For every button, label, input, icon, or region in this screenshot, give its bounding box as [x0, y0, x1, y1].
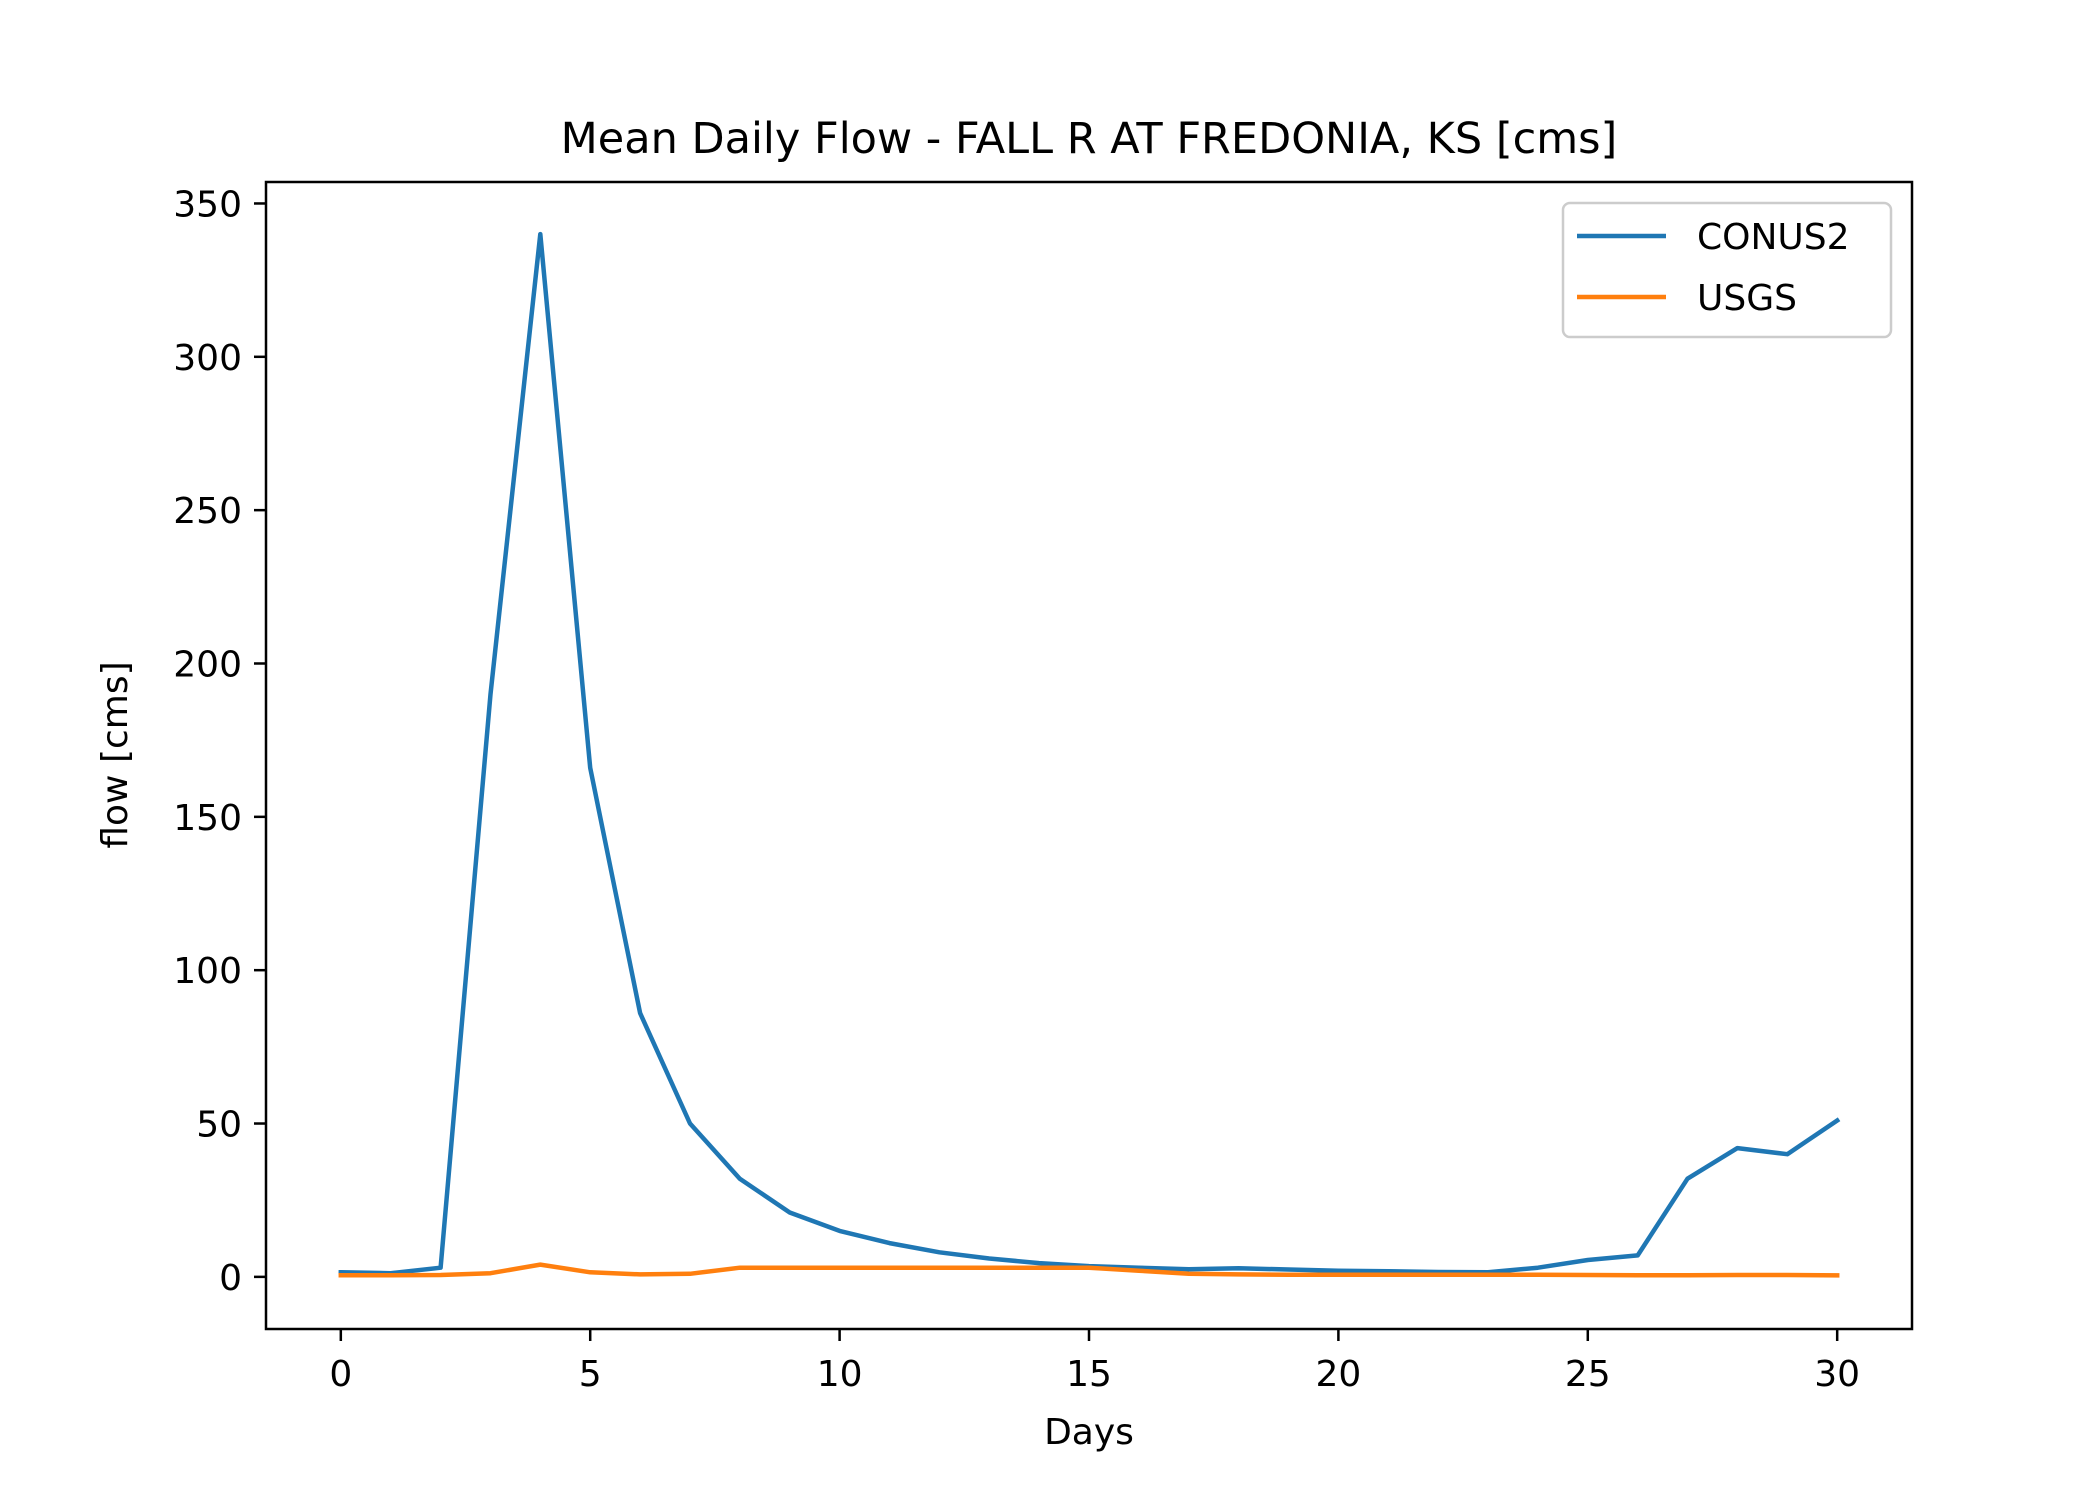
legend: CONUS2 USGS [1561, 201, 1893, 339]
y-tick-label: 100 [173, 951, 242, 992]
series-layer [338, 231, 1841, 1278]
x-tick-label: 10 [817, 1354, 863, 1395]
legend-label-conus2: CONUS2 [1697, 217, 1850, 258]
y-tick-label: 200 [173, 644, 242, 685]
y-tick-label: 350 [173, 184, 242, 225]
x-tick-label: 25 [1565, 1354, 1611, 1395]
y-axis-ticks: 0 50 100 150 200 250 300 350 [173, 184, 266, 1299]
y-tick-label: 300 [173, 338, 242, 379]
y-tick-label: 250 [173, 491, 242, 532]
y-tick-label: 50 [196, 1105, 242, 1146]
x-axis-ticks: 0 5 10 15 20 25 30 [329, 1329, 1860, 1395]
x-tick-label: 15 [1066, 1354, 1112, 1395]
legend-label-usgs: USGS [1697, 278, 1797, 319]
x-tick-label: 20 [1315, 1354, 1361, 1395]
plot-frame [264, 180, 1914, 1331]
x-axis-label: Days [1044, 1412, 1134, 1453]
x-tick-label: 30 [1814, 1354, 1860, 1395]
x-tick-label: 5 [579, 1354, 602, 1395]
chart-title: Mean Daily Flow - FALL R AT FREDONIA, KS… [561, 114, 1618, 164]
y-tick-label: 0 [219, 1258, 242, 1299]
x-tick-label: 0 [329, 1354, 352, 1395]
y-tick-label: 150 [173, 798, 242, 839]
y-axis-label: flow [cms] [95, 661, 136, 848]
series-line-usgs [338, 1262, 1840, 1278]
